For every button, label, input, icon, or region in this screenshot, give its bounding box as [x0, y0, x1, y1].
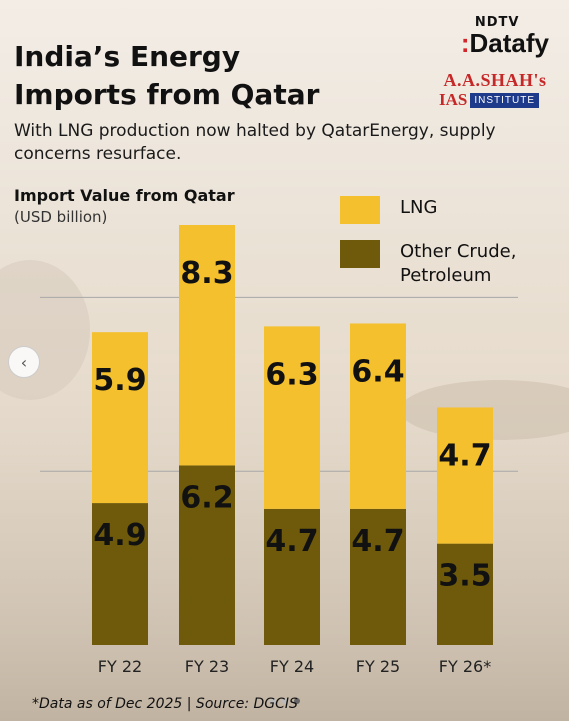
- bar-lng: [179, 225, 235, 466]
- bar-crude: [437, 543, 493, 645]
- carousel-dot[interactable]: [270, 698, 276, 704]
- bar-lng: [92, 332, 148, 504]
- data-label-crude: 4.7: [265, 524, 318, 559]
- ndtv-wordmark: NDTV: [474, 15, 520, 30]
- y-axis-unit: (USD billion): [14, 208, 108, 226]
- data-label-crude: 4.9: [93, 518, 146, 553]
- data-label-crude: 6.2: [180, 480, 233, 515]
- y-axis-label: Import Value from Qatar: [14, 186, 235, 205]
- x-tick-label: FY 22: [98, 657, 142, 676]
- bar-lng: [264, 326, 320, 509]
- legend-label-lng: LNG: [400, 197, 438, 218]
- data-label-lng: 6.4: [351, 354, 404, 389]
- institute-name: A.A.SHAH's: [443, 70, 547, 90]
- institute-logo: A.A.SHAH's IAS INSTITUTE: [439, 70, 551, 109]
- legend-item-crude: Other Crude, Petroleum: [340, 240, 560, 288]
- legend-label-crude: Other Crude, Petroleum: [400, 241, 517, 286]
- x-tick-label: FY 23: [185, 657, 229, 676]
- carousel-dot-active[interactable]: [294, 698, 300, 704]
- carousel-prev-button[interactable]: ‹: [8, 346, 40, 378]
- x-tick-label: FY 26*: [439, 657, 491, 676]
- institute-sub: INSTITUTE: [470, 92, 540, 108]
- page-subtitle: With LNG production now halted by QatarE…: [14, 121, 496, 164]
- chart-legend: LNG Other Crude, Petroleum: [340, 196, 560, 304]
- x-tick-label: FY 25: [356, 657, 400, 676]
- x-tick-label: FY 24: [270, 657, 314, 676]
- data-label-crude: 4.7: [351, 524, 404, 559]
- page-title: India’s Energy Imports from Qatar: [14, 40, 320, 111]
- legend-item-lng: LNG: [340, 196, 560, 224]
- legend-swatch-crude: [340, 240, 380, 268]
- data-label-crude: 3.5: [438, 559, 491, 594]
- legend-swatch-lng: [340, 196, 380, 224]
- bar-crude: [92, 503, 148, 645]
- bar-crude: [264, 508, 320, 645]
- source-note: *Data as of Dec 2025 | Source: DGCIS: [32, 696, 298, 712]
- bar-crude: [179, 465, 235, 645]
- data-label-lng: 6.3: [265, 357, 318, 392]
- data-label-lng: 4.7: [438, 438, 491, 473]
- bar-lng: [437, 407, 493, 544]
- data-label-lng: 5.9: [93, 363, 146, 398]
- carousel-dots: [270, 698, 300, 704]
- data-label-lng: 8.3: [180, 256, 233, 291]
- bar-crude: [350, 508, 406, 645]
- datafy-wordmark: :Datafy: [460, 28, 549, 58]
- ndtv-datafy-logo: NDTV :Datafy: [461, 16, 549, 57]
- carousel-dot[interactable]: [282, 698, 288, 704]
- chevron-left-icon: ‹: [20, 352, 28, 372]
- institute-ias: IAS: [439, 90, 468, 109]
- bar-lng: [350, 323, 406, 509]
